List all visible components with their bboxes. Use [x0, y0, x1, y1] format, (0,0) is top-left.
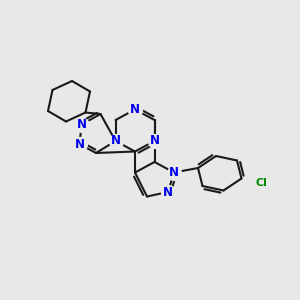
Text: N: N	[130, 103, 140, 116]
Text: Cl: Cl	[255, 178, 267, 188]
Text: N: N	[110, 134, 121, 148]
Text: N: N	[149, 134, 160, 148]
Text: N: N	[74, 137, 85, 151]
Text: N: N	[76, 118, 87, 131]
Text: N: N	[163, 185, 173, 199]
Text: N: N	[169, 166, 179, 179]
